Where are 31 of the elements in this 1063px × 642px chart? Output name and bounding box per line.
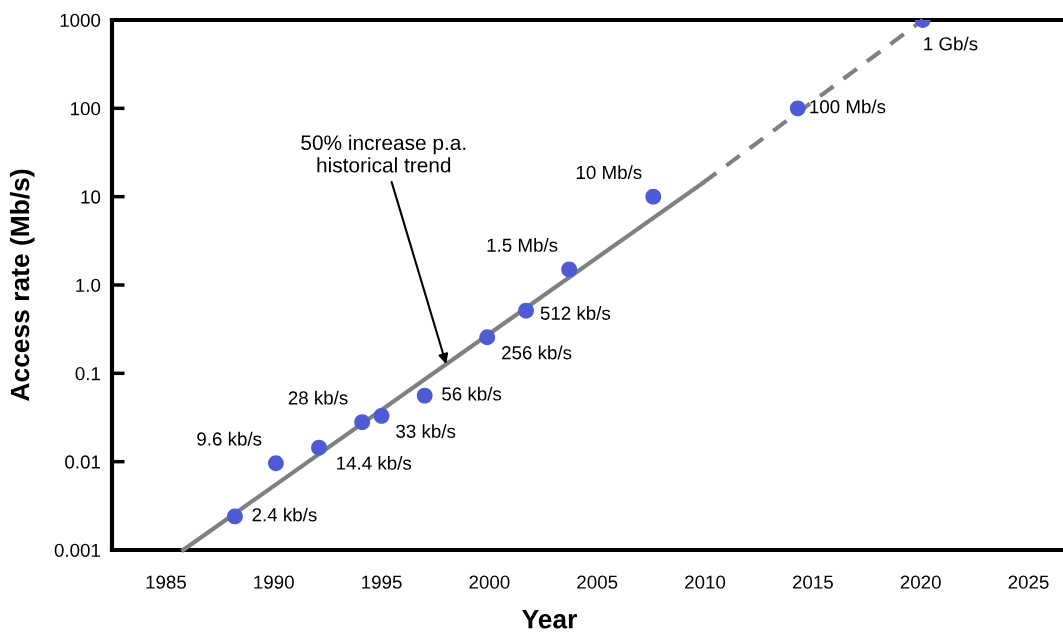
annotation: 1.5 Mb/s: [487, 238, 558, 252]
y-tick-label: 0.01: [65, 455, 100, 469]
y-axis-title: Access rate (Mb/s): [9, 169, 35, 401]
annotation: 512 kb/s: [540, 306, 611, 320]
annotation: 14.4 kb/s: [337, 456, 412, 470]
x-tick-label: 1990: [254, 575, 294, 589]
y-tick-label: 0.1: [75, 367, 100, 381]
x-tick-label: 2000: [469, 575, 510, 589]
annotation: 33 kb/s: [396, 424, 456, 438]
annotation: 256 kb/s: [502, 345, 572, 360]
annotation: 2.4 kb/s: [252, 507, 317, 522]
y-tick-label: 10: [81, 190, 101, 204]
annotation: 10 Mb/s: [576, 165, 642, 180]
x-tick-label: 2025: [1008, 575, 1049, 589]
x-tick-label: 2005: [577, 575, 618, 589]
y-tick-label: 0.001: [54, 543, 100, 557]
annotation: 50% increase p.a. historical trend: [301, 134, 466, 173]
annotation: 1 Gb/s: [924, 36, 978, 51]
annotation: 28 kb/s: [288, 390, 348, 405]
x-tick-label: 2010: [685, 575, 726, 589]
annotation: 100 Mb/s: [810, 99, 886, 114]
x-tick-label: 1995: [362, 575, 402, 589]
annotation: 9.6 kb/s: [197, 431, 262, 446]
x-tick-label: 1985: [146, 575, 186, 589]
x-tick-label: 2015: [792, 575, 833, 589]
y-tick-label: 100: [71, 102, 101, 116]
y-tick-label: 1000: [60, 13, 101, 27]
x-tick-label: 2020: [900, 575, 941, 589]
annotation: 56 kb/s: [442, 386, 502, 401]
x-axis-title: Year: [522, 610, 577, 629]
y-tick-label: 1.0: [76, 278, 101, 292]
